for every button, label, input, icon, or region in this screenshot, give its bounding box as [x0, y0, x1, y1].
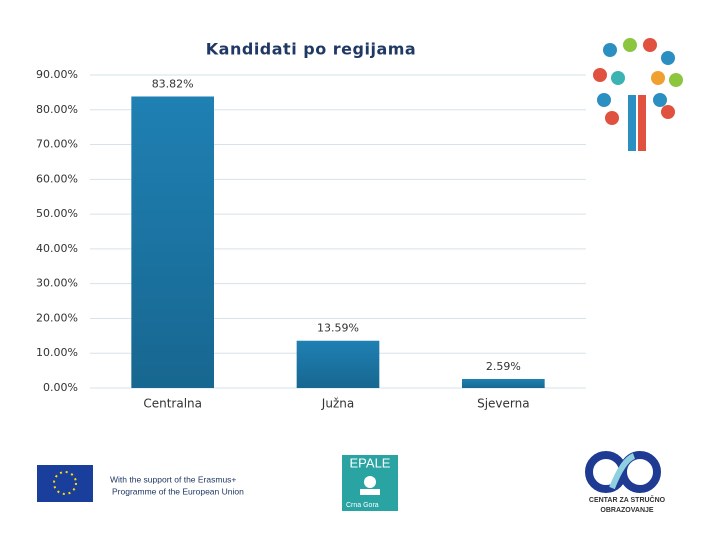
- y-tick-label: 70.00%: [36, 138, 78, 151]
- value-label: 13.59%: [317, 322, 359, 335]
- epale-text: EPALE: [350, 455, 391, 470]
- y-tick-label: 90.00%: [36, 68, 78, 81]
- epale-icon: [364, 476, 376, 488]
- epale-country: Crna Gora: [346, 502, 379, 509]
- chart-title: Kandidati po regijama: [206, 40, 416, 59]
- bar: [296, 340, 380, 388]
- centar-logo: [585, 451, 661, 493]
- x-tick-label: Centralna: [143, 397, 202, 411]
- value-label: 83.82%: [152, 77, 194, 90]
- x-tick-label: Južna: [321, 397, 354, 411]
- y-tick-label: 0.00%: [43, 381, 78, 394]
- x-tick-label: Sjeverna: [477, 397, 530, 411]
- y-tick-label: 80.00%: [36, 103, 78, 116]
- erasmus-text: With the support of the Erasmus+: [110, 474, 236, 484]
- y-tick-label: 20.00%: [36, 311, 78, 324]
- centar-text: OBRAZOVANJE: [600, 507, 653, 514]
- bar: [131, 96, 214, 388]
- y-tick-label: 40.00%: [36, 242, 78, 255]
- y-tick-label: 10.00%: [36, 346, 78, 359]
- value-label: 2.59%: [486, 360, 521, 373]
- epale-icon: [360, 489, 380, 495]
- bar: [462, 378, 545, 388]
- eu-logo: [37, 465, 93, 502]
- erasmus-text: Programme of the European Union: [112, 486, 244, 496]
- y-tick-label: 60.00%: [36, 172, 78, 185]
- tree-logo: [593, 38, 683, 151]
- y-tick-label: 30.00%: [36, 277, 78, 290]
- centar-text: CENTAR ZA STRUČNO: [589, 495, 666, 504]
- y-tick-label: 50.00%: [36, 207, 78, 220]
